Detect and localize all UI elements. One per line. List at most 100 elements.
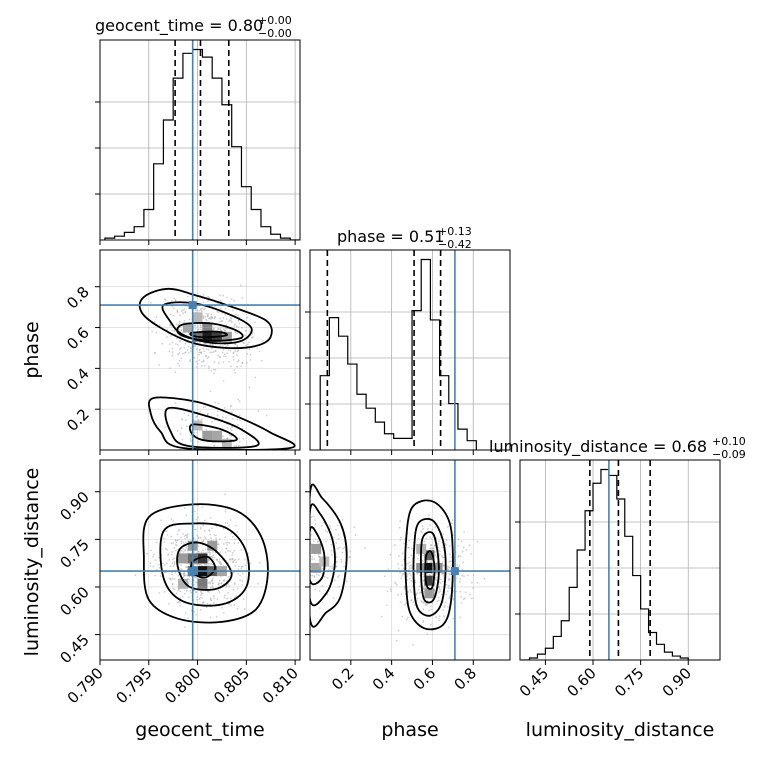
- scatter-point: [203, 308, 205, 311]
- title-phase: phase = 0.51: [337, 227, 444, 246]
- scatter-point: [209, 316, 211, 319]
- scatter-point: [423, 540, 426, 543]
- title-luminosity-distance-sup: +0.10: [712, 435, 746, 448]
- scatter-point: [214, 401, 217, 404]
- scatter-point: [209, 351, 212, 354]
- scatter-point: [222, 528, 225, 530]
- scatter-point: [415, 593, 418, 596]
- scatter-point: [181, 438, 184, 441]
- scatter-point: [427, 527, 429, 530]
- scatter-point: [446, 565, 449, 568]
- scatter-point: [335, 528, 337, 531]
- scatter-point: [438, 599, 440, 602]
- scatter-point: [198, 328, 200, 330]
- scatter-point: [195, 348, 198, 351]
- scatter-point: [175, 544, 178, 547]
- scatter-point: [458, 580, 461, 583]
- scatter-point: [396, 583, 398, 586]
- scatter-point: [223, 355, 225, 358]
- scatter-point: [206, 455, 208, 457]
- scatter-point: [231, 425, 233, 428]
- scatter-point: [468, 544, 471, 547]
- scatter-point: [204, 536, 206, 539]
- scatter-point: [290, 536, 292, 538]
- scatter-point: [180, 568, 183, 571]
- scatter-point: [202, 601, 205, 604]
- scatter-point: [240, 548, 243, 551]
- scatter-point: [197, 536, 200, 539]
- scatter-point: [158, 592, 161, 594]
- scatter-point: [207, 348, 210, 351]
- scatter-point: [445, 583, 448, 586]
- scatter-point: [462, 546, 465, 549]
- scatter-point: [222, 580, 225, 582]
- scatter-point: [445, 544, 448, 546]
- scatter-point: [335, 556, 338, 559]
- scatter-point: [180, 536, 182, 539]
- scatter-point: [293, 573, 295, 575]
- panel-frame-geocent_time-luminosity_distance: [99, 459, 301, 661]
- scatter-point: [385, 604, 388, 607]
- scatter-point: [469, 593, 471, 596]
- density-cell-4: [424, 575, 435, 586]
- scatter-point: [443, 606, 446, 608]
- scatter-point: [232, 588, 235, 591]
- scatter-point: [448, 578, 451, 581]
- scatter-point: [416, 592, 419, 595]
- scatter-point: [335, 566, 338, 568]
- scatter-point: [461, 550, 464, 553]
- scatter-point: [226, 544, 229, 546]
- scatter-point: [207, 590, 209, 593]
- scatter-point: [166, 328, 169, 331]
- scatter-point: [173, 562, 176, 565]
- scatter-point: [398, 526, 401, 529]
- scatter-point: [219, 317, 221, 320]
- scatter-point: [209, 343, 212, 346]
- scatter-point: [331, 565, 334, 568]
- scatter-point: [438, 540, 440, 542]
- density-cell-8: [197, 578, 208, 589]
- scatter-point: [229, 519, 232, 521]
- scatter-point: [202, 524, 205, 527]
- scatter-point: [226, 437, 229, 440]
- scatter-point: [459, 578, 462, 580]
- scatter-point: [435, 556, 438, 558]
- scatter-point: [242, 342, 245, 345]
- scatter-point: [237, 359, 240, 362]
- scatter-point: [179, 604, 181, 607]
- scatter-point: [163, 537, 165, 540]
- x-axis-label-geocent-time: geocent_time: [135, 719, 264, 741]
- ytick-label-luminosity_distance-0: 0.45: [56, 631, 92, 667]
- scatter-point: [423, 601, 425, 604]
- scatter-point: [217, 583, 220, 586]
- scatter-point: [389, 588, 392, 591]
- scatter-point: [184, 419, 187, 422]
- scatter-point: [308, 521, 310, 523]
- contour-geocent_time-phase-4: [147, 396, 296, 450]
- scatter-point: [420, 531, 423, 534]
- scatter-point: [233, 559, 235, 562]
- scatter-point: [220, 563, 223, 565]
- scatter-point: [193, 356, 196, 359]
- scatter-point: [212, 328, 215, 331]
- scatter-point: [402, 573, 405, 575]
- scatter-point: [293, 590, 295, 592]
- scatter-point: [407, 546, 410, 549]
- ytick-label-luminosity_distance-2: 0.75: [56, 535, 92, 571]
- scatter-point: [426, 560, 429, 563]
- scatter-point: [441, 546, 444, 549]
- scatter-point: [208, 562, 211, 565]
- scatter-point: [422, 580, 425, 582]
- scatter-point: [186, 295, 189, 298]
- scatter-point: [168, 350, 171, 353]
- scatter-point: [425, 604, 427, 607]
- ytick-label-phase-1: 0.4: [63, 364, 93, 394]
- scatter-point: [173, 560, 176, 563]
- scatter-point: [202, 359, 205, 362]
- scatter-point: [403, 542, 405, 545]
- scatter-point: [422, 621, 424, 624]
- scatter-point: [230, 429, 233, 432]
- scatter-point: [209, 517, 212, 519]
- scatter-point: [180, 567, 182, 570]
- scatter-point: [236, 350, 239, 353]
